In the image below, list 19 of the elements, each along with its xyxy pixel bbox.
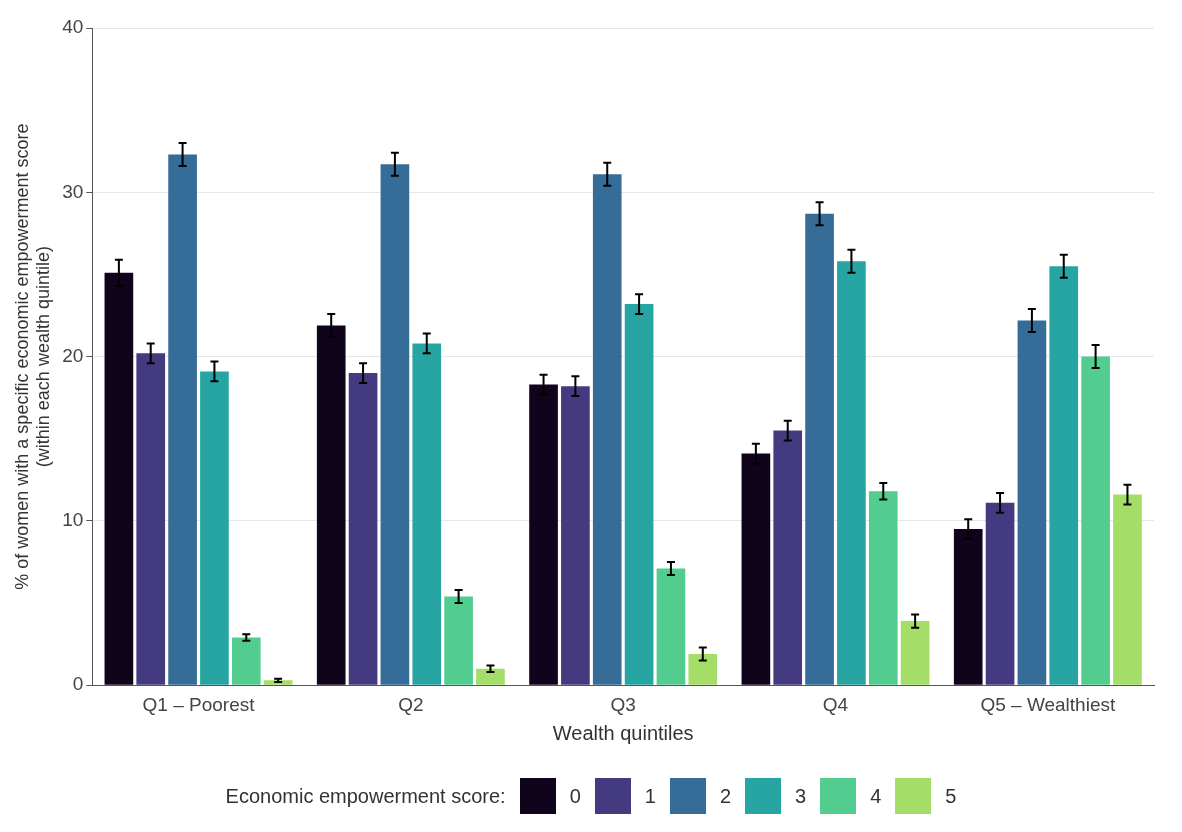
legend-label: 3 xyxy=(795,784,807,808)
x-tick-label: Q3 xyxy=(610,693,636,715)
y-tick-label: 0 xyxy=(72,673,84,695)
x-tick-label: Q1 – Poorest xyxy=(142,693,256,715)
legend-label: 4 xyxy=(870,784,882,808)
x-tick-label: Q5 – Wealthiest xyxy=(980,693,1116,715)
legend-label: 0 xyxy=(569,784,581,808)
y-tick-label: 30 xyxy=(62,180,84,202)
y-tick-label: 10 xyxy=(62,509,84,531)
x-tick-label: Q2 xyxy=(398,693,424,715)
legend-label: 1 xyxy=(644,784,656,808)
x-tick-label: Q4 xyxy=(822,693,849,715)
y-tick-label: 40 xyxy=(62,16,84,38)
x-axis-title: Wealth quintiles xyxy=(552,721,694,744)
y-tick-label: 20 xyxy=(62,344,84,366)
legend-label: 5 xyxy=(945,784,957,808)
legend-label: 2 xyxy=(719,784,732,808)
y-axis-title: % of women with a specific economic empowerment score (within each wealth quintile) xyxy=(11,123,54,590)
legend-title: Economic empowerment score: xyxy=(225,784,506,808)
